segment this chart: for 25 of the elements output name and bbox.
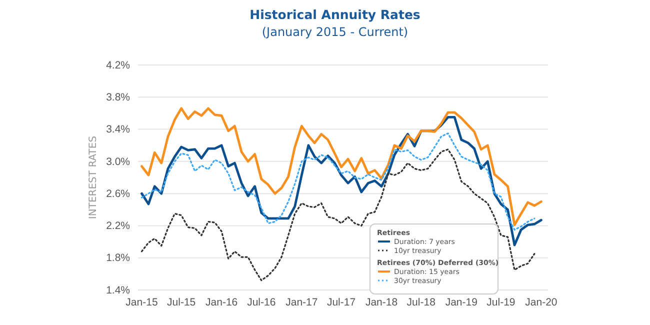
x-tick-label: Jan-20 xyxy=(525,296,558,308)
x-tick-label: Jan-18 xyxy=(365,296,398,308)
y-tick-label: 2.6% xyxy=(106,188,130,200)
y-tick-label: 3.8% xyxy=(106,92,130,104)
chart-subtitle: (January 2015 - Current) xyxy=(262,25,408,39)
line-series xyxy=(140,107,542,226)
x-tick-label: Jan-16 xyxy=(206,296,238,308)
y-tick-label: 2.2% xyxy=(106,220,130,232)
y-tick-label: 1.4% xyxy=(106,284,130,296)
y-axis-title: INTEREST RATES xyxy=(88,136,99,220)
chart-title: Historical Annuity Rates xyxy=(250,7,420,22)
x-tick-label: Jul-17 xyxy=(326,296,356,308)
y-tick-label: 3.0% xyxy=(106,156,130,168)
x-tick-label: Jul-16 xyxy=(247,296,276,308)
x-tick-label: Jul-18 xyxy=(406,296,436,308)
x-tick-label: Jul-15 xyxy=(167,296,196,308)
line-series xyxy=(140,116,542,246)
y-tick-label: 3.4% xyxy=(106,124,130,136)
x-tick-label: Jan-17 xyxy=(286,296,318,308)
line-series xyxy=(140,132,536,231)
y-tick-label: 4.2% xyxy=(106,59,130,72)
x-tick-label: Jan-15 xyxy=(126,296,158,308)
x-tick-label: Jul-19 xyxy=(486,296,516,308)
x-tick-label: Jan-19 xyxy=(445,296,478,308)
y-tick-label: 1.8% xyxy=(106,252,130,264)
